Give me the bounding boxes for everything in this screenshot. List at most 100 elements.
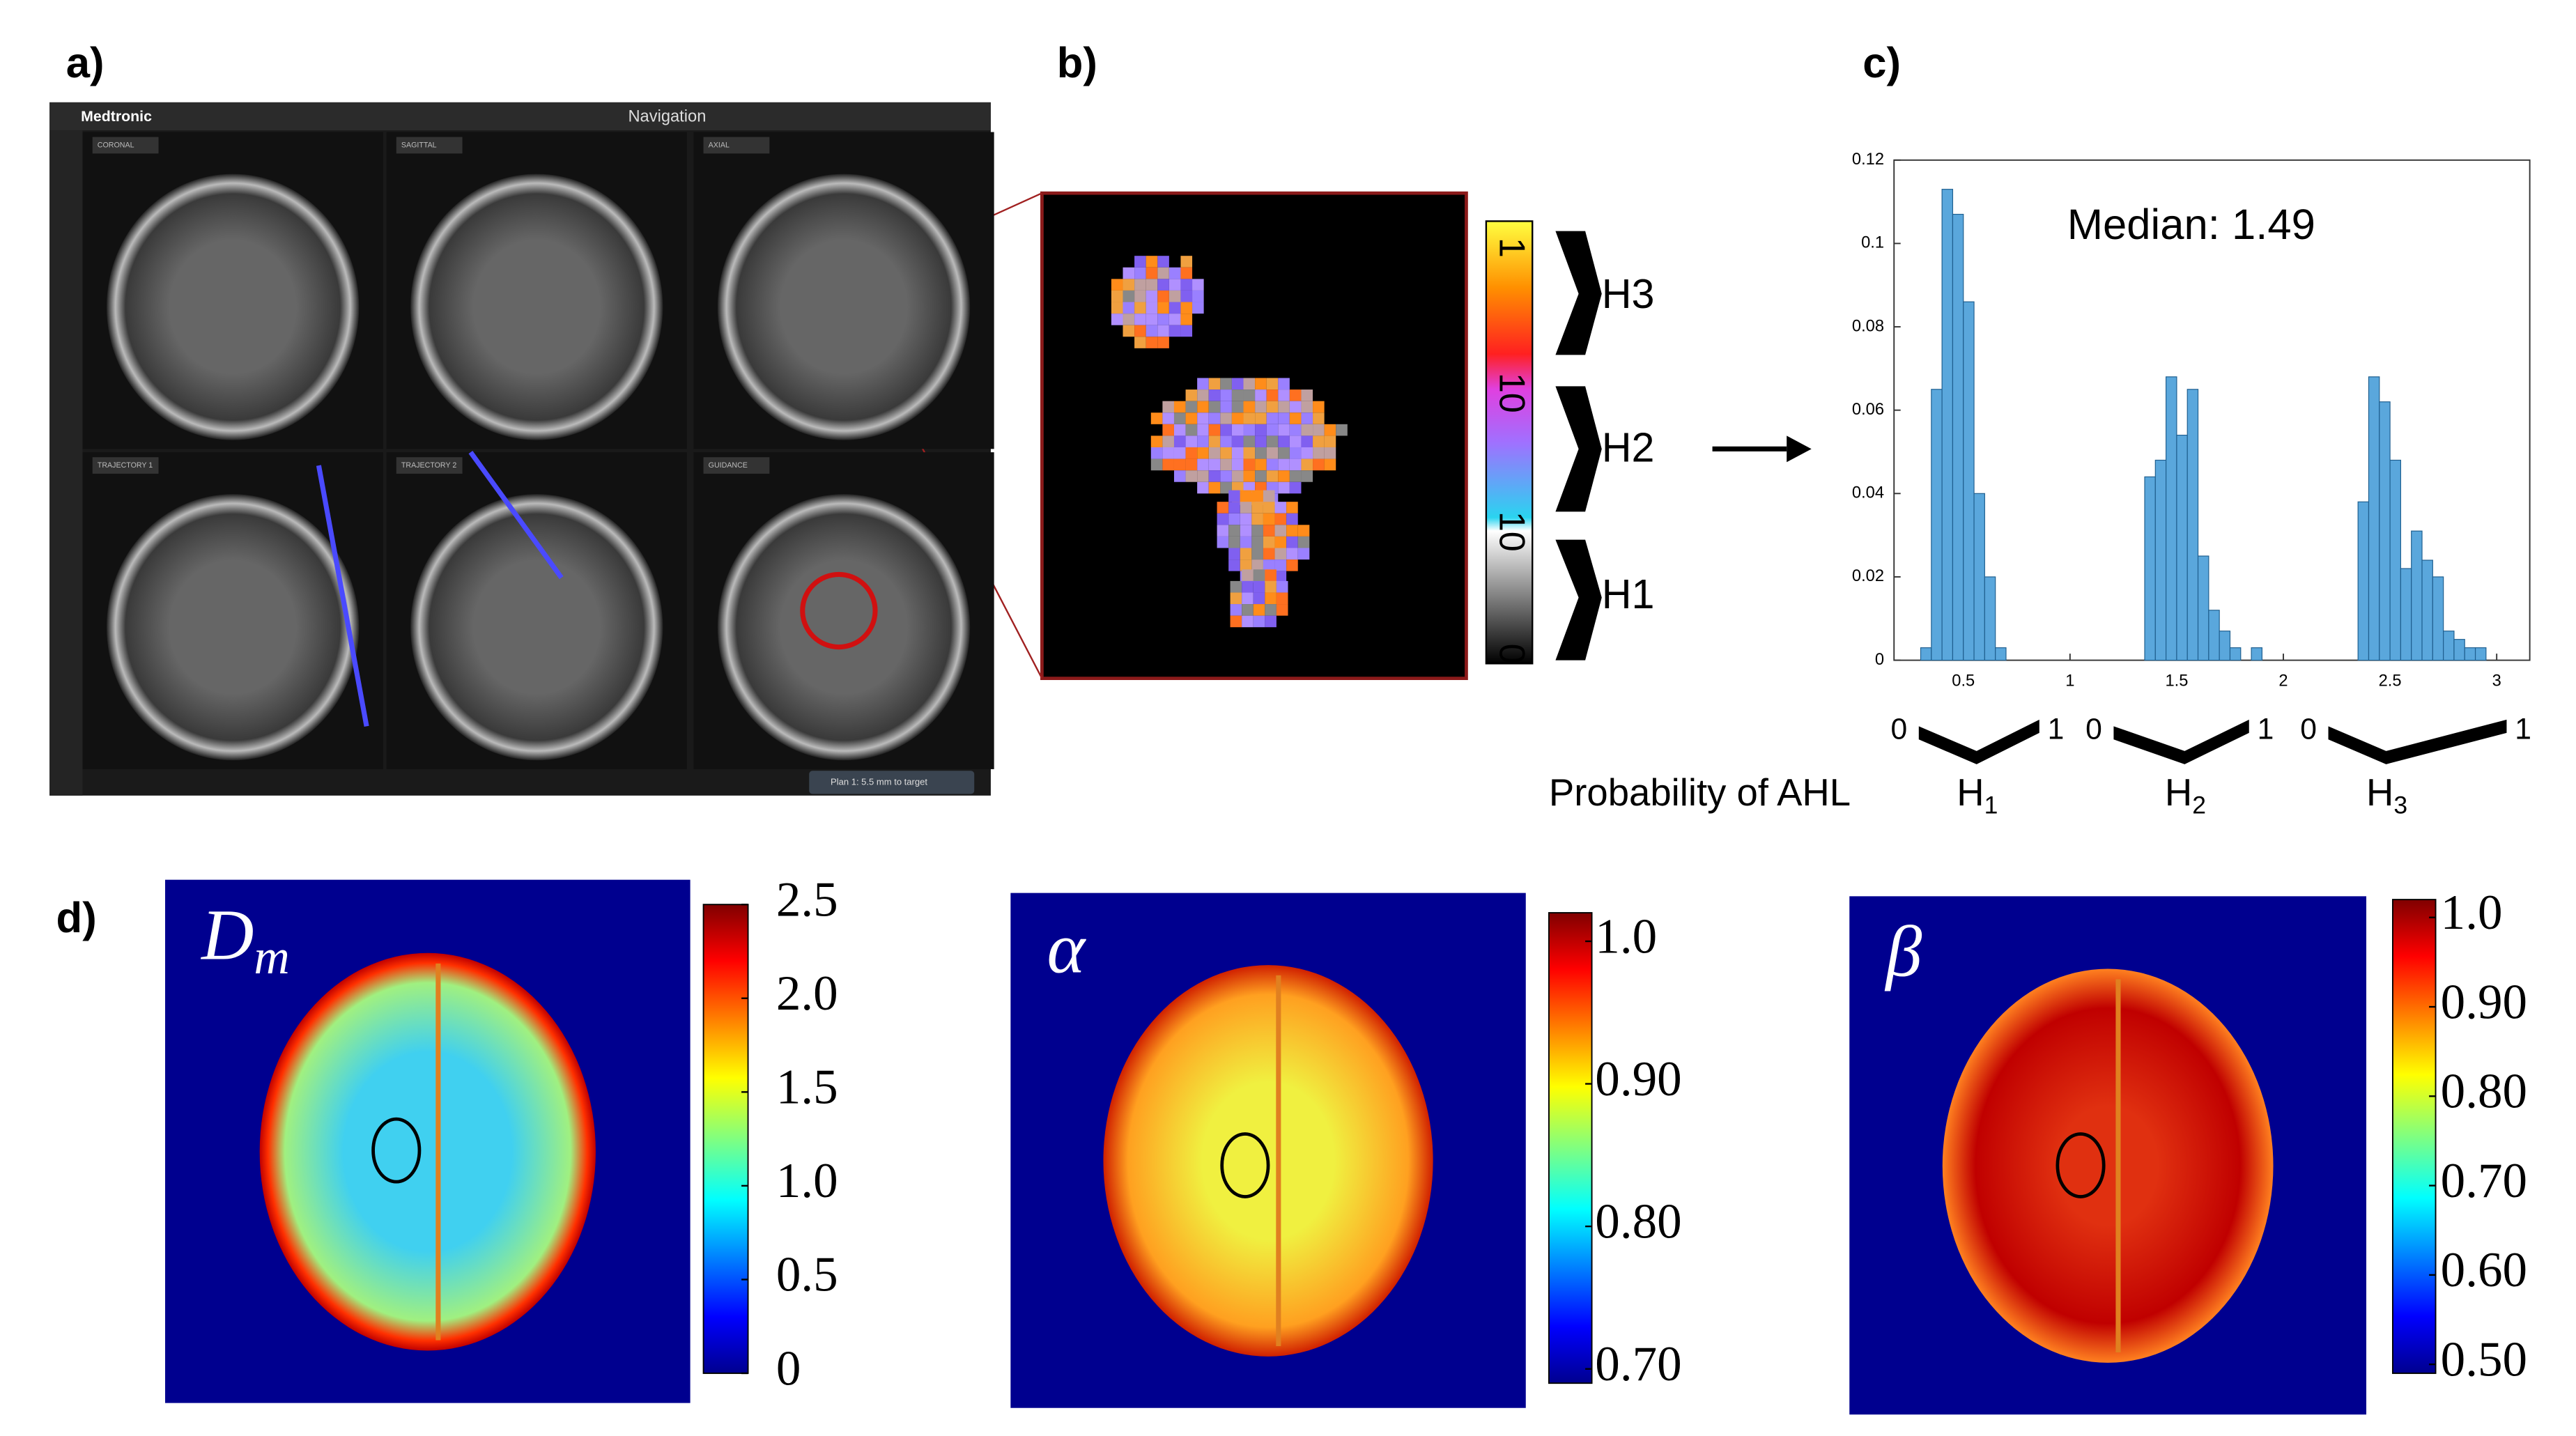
group-label: H1 bbox=[1957, 771, 1998, 819]
pixel bbox=[1157, 337, 1169, 348]
roi bbox=[2056, 1132, 2106, 1198]
pixel bbox=[1266, 412, 1279, 424]
pixel bbox=[1169, 314, 1181, 325]
pixel bbox=[1263, 548, 1275, 560]
pixel bbox=[1265, 569, 1277, 581]
view-label: GUIDANCE bbox=[709, 461, 748, 470]
pixel bbox=[1134, 290, 1146, 302]
pixel bbox=[1274, 502, 1287, 514]
pixel bbox=[1146, 290, 1158, 302]
pixel bbox=[1220, 435, 1232, 447]
pixel bbox=[1230, 604, 1242, 616]
pixel bbox=[1278, 435, 1290, 447]
x-tick-label: 2.5 bbox=[2379, 672, 2402, 690]
colorbar-label: 0 bbox=[1491, 644, 1532, 664]
colorbar-label: 10 bbox=[1491, 511, 1532, 552]
letter: H bbox=[1957, 771, 1984, 814]
pixel bbox=[1265, 615, 1277, 628]
pixel bbox=[1197, 470, 1209, 482]
view-tab bbox=[92, 137, 159, 154]
pixel bbox=[1266, 458, 1279, 471]
pixel bbox=[1197, 435, 1209, 447]
pixel bbox=[1185, 470, 1198, 482]
pixel bbox=[1220, 447, 1232, 459]
colorbar-label: 0.70 bbox=[1595, 1337, 1681, 1391]
pixel bbox=[1251, 490, 1263, 502]
class-label: H1 bbox=[1602, 571, 1655, 617]
pixel bbox=[1313, 458, 1325, 471]
pixel bbox=[1185, 389, 1198, 401]
brace bbox=[2113, 719, 2249, 764]
pixel bbox=[1157, 267, 1169, 279]
bar bbox=[2219, 631, 2231, 661]
pixel bbox=[1243, 424, 1256, 436]
status: Plan 1: 5.5 mm to target bbox=[831, 776, 927, 787]
pixel bbox=[1255, 447, 1267, 459]
pixel bbox=[1231, 470, 1244, 482]
panel-label: b) bbox=[1057, 39, 1097, 87]
y-tick-label: 0 bbox=[1875, 651, 1884, 669]
symbol: D bbox=[200, 895, 254, 975]
brand: Medtronic bbox=[81, 108, 152, 125]
subscript: m bbox=[254, 930, 289, 985]
pixel bbox=[1240, 525, 1252, 536]
pixel bbox=[1289, 424, 1302, 436]
braces bbox=[1555, 231, 1602, 661]
bar bbox=[1920, 647, 1932, 661]
pixel bbox=[1231, 447, 1244, 459]
pixel bbox=[1150, 458, 1163, 471]
pixel bbox=[1286, 548, 1298, 560]
pixel bbox=[1150, 435, 1163, 447]
pixel bbox=[1157, 256, 1169, 268]
scan bbox=[410, 494, 663, 761]
x-tick-label: 1.5 bbox=[2165, 672, 2188, 690]
pixel bbox=[1197, 458, 1209, 471]
pixel bbox=[1208, 412, 1221, 424]
colorbar bbox=[702, 904, 749, 1374]
colorbar-label: 1.0 bbox=[2441, 886, 2503, 940]
pixel bbox=[1231, 412, 1244, 424]
pixel bbox=[1255, 470, 1267, 482]
pixel bbox=[1289, 401, 1302, 413]
colorbar-label: 0.90 bbox=[2441, 975, 2527, 1029]
pixel bbox=[1228, 536, 1240, 548]
range-label: 0 bbox=[2085, 713, 2102, 746]
brain bbox=[1942, 968, 2274, 1363]
bar bbox=[2197, 555, 2209, 661]
pixel bbox=[1240, 513, 1252, 525]
pixel bbox=[1297, 548, 1310, 560]
pixel bbox=[1266, 435, 1279, 447]
pixel bbox=[1157, 314, 1169, 325]
pixel bbox=[1251, 559, 1263, 571]
pixel bbox=[1255, 378, 1267, 390]
pixel bbox=[1278, 481, 1290, 494]
pixel bbox=[1274, 559, 1287, 571]
pixel bbox=[1255, 458, 1267, 471]
pixel bbox=[1173, 412, 1186, 424]
colorbar-label: 1.0 bbox=[776, 1154, 838, 1208]
pixel bbox=[1266, 401, 1279, 413]
pixel bbox=[1123, 314, 1135, 325]
pixel bbox=[1263, 536, 1275, 548]
pixel bbox=[1228, 513, 1240, 525]
pixel bbox=[1231, 389, 1244, 401]
pixel bbox=[1297, 525, 1310, 536]
pixel bbox=[1162, 435, 1174, 447]
pixel bbox=[1230, 592, 1242, 605]
pixel bbox=[1208, 447, 1221, 459]
pixel bbox=[1123, 325, 1135, 337]
y-tick-label: 0.02 bbox=[1852, 567, 1884, 585]
symbol: β bbox=[1884, 911, 1922, 991]
pixel bbox=[1263, 559, 1275, 571]
colorbar-label: 0.5 bbox=[776, 1248, 838, 1302]
pixel bbox=[1173, 401, 1186, 413]
letter: H bbox=[2165, 771, 2192, 814]
pixel bbox=[1111, 302, 1123, 314]
pixel bbox=[1157, 325, 1169, 337]
pixel bbox=[1289, 435, 1302, 447]
pixel bbox=[1123, 302, 1135, 314]
subscript: 3 bbox=[2393, 792, 2407, 819]
pixel bbox=[1324, 435, 1336, 447]
class-label: H2 bbox=[1602, 424, 1655, 470]
pixel bbox=[1251, 525, 1263, 536]
